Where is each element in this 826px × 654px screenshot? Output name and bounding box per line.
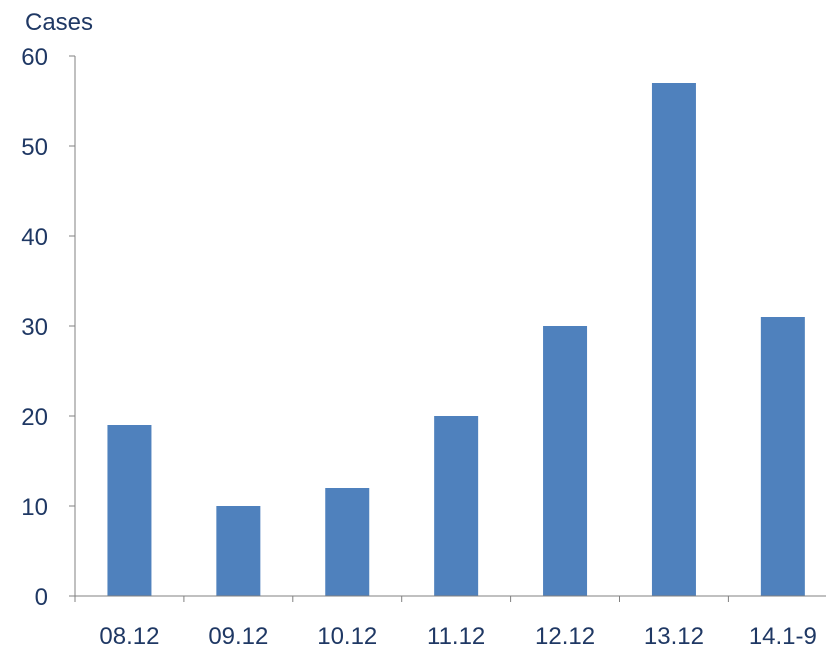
x-tick-label: 10.12 <box>317 623 377 649</box>
y-tick-label: 50 <box>21 134 48 161</box>
bar-series <box>107 83 805 596</box>
bar-12.12 <box>543 326 588 596</box>
x-tick-label: 13.12 <box>644 623 704 649</box>
bar-08.12 <box>107 425 152 596</box>
x-tick-label: 09.12 <box>208 623 268 649</box>
y-tick-label: 30 <box>21 314 48 341</box>
y-tick-label: 40 <box>21 224 48 251</box>
y-tick-label: 20 <box>21 404 48 431</box>
y-axis-ticks: 0 10 20 30 40 50 60 <box>21 44 75 611</box>
bar-11.12 <box>434 416 479 596</box>
axes <box>74 56 826 597</box>
y-tick-label: 10 <box>21 494 48 521</box>
y-tick-label: 60 <box>21 44 48 71</box>
y-axis-label: Cases <box>25 9 93 36</box>
x-tick-label: 14.1-9 <box>749 623 817 649</box>
y-tick-label: 0 <box>35 584 48 611</box>
x-tick-label: 08.12 <box>99 623 159 649</box>
x-tick-label: 11.12 <box>427 623 485 649</box>
bar-09.12 <box>216 506 261 596</box>
x-tick-label: 12.12 <box>535 623 595 649</box>
bar-10.12 <box>325 488 370 596</box>
bar-13.12 <box>651 83 696 596</box>
x-axis-ticks: 08.12 09.12 10.12 11.12 12.12 13.12 14.1-9 <box>74 596 817 650</box>
bar-14.1-9 <box>760 317 805 596</box>
